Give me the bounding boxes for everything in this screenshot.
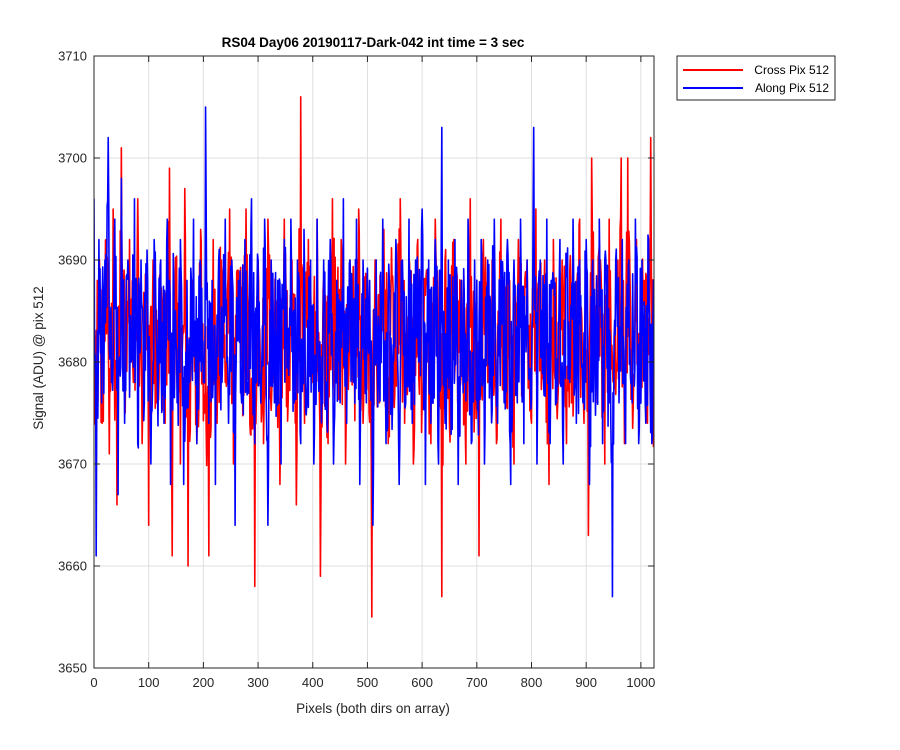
x-tick-label: 800 bbox=[521, 675, 543, 690]
chart-title: RS04 Day06 20190117-Dark-042 int time = … bbox=[222, 35, 525, 50]
legend-box bbox=[676, 55, 836, 101]
legend-label: Along Pix 512 bbox=[755, 81, 829, 95]
y-tick-label: 3650 bbox=[58, 661, 87, 676]
x-tick-label: 500 bbox=[357, 675, 379, 690]
series-line-along-pix-512 bbox=[94, 106, 654, 598]
legend: Cross Pix 512 Along Pix 512 bbox=[676, 55, 836, 101]
x-axis-label: Pixels (both dirs on array) bbox=[296, 701, 450, 716]
y-tick-label: 3680 bbox=[58, 355, 87, 370]
x-tick-label: 0 bbox=[90, 675, 97, 690]
x-tick-label: 700 bbox=[466, 675, 488, 690]
x-tick-label: 300 bbox=[247, 675, 269, 690]
x-tick-label: 100 bbox=[138, 675, 160, 690]
y-tick-label: 3710 bbox=[58, 49, 87, 64]
x-tick-label: 400 bbox=[302, 675, 324, 690]
x-tick-label: 1000 bbox=[626, 675, 655, 690]
x-tick-label: 600 bbox=[411, 675, 433, 690]
x-tick-label: 900 bbox=[575, 675, 597, 690]
x-tick-label: 200 bbox=[193, 675, 215, 690]
legend-label: Cross Pix 512 bbox=[754, 63, 829, 77]
plot-area: 0 100 200 300 400 500 600 700 800 900 1000 3650 3660… bbox=[58, 49, 655, 691]
y-axis-label: Signal (ADU) @ pix 512 bbox=[31, 286, 46, 430]
y-tick-label: 3700 bbox=[58, 151, 87, 166]
y-tick-label: 3670 bbox=[58, 457, 87, 472]
y-tick-label: 3660 bbox=[58, 559, 87, 574]
y-tick-label: 3690 bbox=[58, 253, 87, 268]
